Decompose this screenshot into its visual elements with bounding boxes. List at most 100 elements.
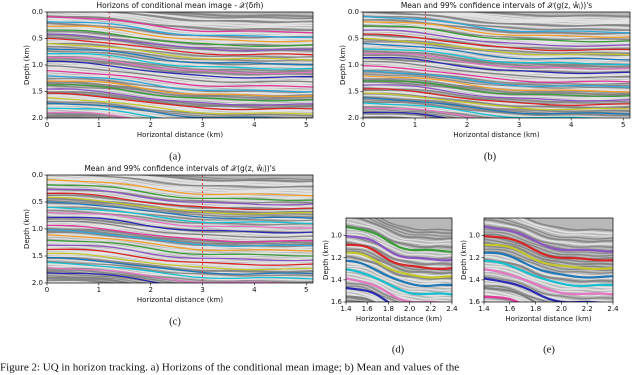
horizon xyxy=(47,111,133,118)
y-axis-label: Depth (km) xyxy=(322,240,330,280)
y-tick-label: 0.0 xyxy=(348,8,359,16)
reflector xyxy=(101,175,313,187)
reflector xyxy=(47,38,313,55)
reflector xyxy=(484,218,613,243)
horizon xyxy=(47,261,313,280)
reflector xyxy=(47,176,313,193)
x-tick-label: 2.0 xyxy=(556,305,567,313)
seismic-image xyxy=(47,12,313,118)
reflector xyxy=(484,250,613,274)
panel-label: (e) xyxy=(543,344,555,355)
x-tick-label: 1.8 xyxy=(530,305,541,313)
x-axis-label: Horizontal distance (km) xyxy=(356,315,442,323)
y-tick-label: 0.5 xyxy=(32,35,43,43)
reflector xyxy=(47,272,163,283)
reflector xyxy=(456,12,630,20)
reflector xyxy=(47,209,313,226)
reflector xyxy=(346,221,452,246)
panel-label: (b) xyxy=(484,151,497,162)
x-tick-label: 0 xyxy=(45,121,49,129)
y-tick-label: 1.5 xyxy=(348,88,359,96)
reflector xyxy=(47,175,313,190)
reflector xyxy=(524,218,613,232)
reflector xyxy=(484,221,613,246)
y-tick-label: 1.0 xyxy=(348,61,359,69)
horizon xyxy=(47,267,299,283)
y-tick-label: 2.0 xyxy=(348,114,359,122)
x-tick-label: 4 xyxy=(252,121,257,129)
reflector xyxy=(47,114,115,118)
reflector xyxy=(517,218,613,235)
horizon xyxy=(484,251,613,279)
reflector xyxy=(47,230,313,246)
reflector xyxy=(346,289,387,302)
horizon xyxy=(47,37,313,56)
y-axis-label: Depth (km) xyxy=(339,45,347,85)
horizon xyxy=(363,69,630,88)
reflector xyxy=(363,12,630,28)
reflector xyxy=(47,13,313,29)
x-tick-label: 1.4 xyxy=(478,305,490,313)
y-tick-label: 0.0 xyxy=(32,8,43,16)
reflector xyxy=(122,12,313,22)
reflector xyxy=(363,73,630,89)
horizon xyxy=(47,192,313,211)
horizon xyxy=(363,107,480,118)
reflector xyxy=(47,32,313,49)
horizon xyxy=(363,29,630,47)
x-tick-label: 1.8 xyxy=(383,305,394,313)
reflector xyxy=(346,320,452,341)
y-tick-label: 1.2 xyxy=(331,254,342,262)
reflector xyxy=(120,175,313,185)
reflector xyxy=(436,12,630,22)
reflector xyxy=(363,69,630,86)
horizon xyxy=(484,243,613,270)
horizon xyxy=(363,56,630,75)
reflector xyxy=(363,101,630,117)
x-axis-label: Horizontal distance (km) xyxy=(453,131,539,139)
reflector xyxy=(379,218,452,232)
reflector xyxy=(47,206,313,222)
y-tick-label: 2.0 xyxy=(32,114,43,122)
horizon xyxy=(47,107,163,118)
seismic-image xyxy=(47,175,313,283)
reflector xyxy=(363,20,630,37)
reflector xyxy=(484,233,613,257)
horizon xyxy=(363,21,630,38)
horizon xyxy=(484,225,613,253)
x-tick-label: 0 xyxy=(361,121,365,129)
reflector xyxy=(47,231,313,248)
x-tick-label: 2.4 xyxy=(446,305,458,313)
horizon xyxy=(47,196,313,215)
reflector xyxy=(135,175,313,183)
y-tick-label: 1.0 xyxy=(469,232,480,240)
caption: Figure 2: UQ in horizon tracking. a) Hor… xyxy=(0,362,459,374)
x-tick-label: 5 xyxy=(304,286,308,294)
x-tick-label: 3 xyxy=(200,286,204,294)
reflector xyxy=(363,22,630,39)
reflector xyxy=(363,13,630,29)
reflector xyxy=(484,245,613,269)
reflector xyxy=(47,116,98,118)
reflector xyxy=(484,268,613,292)
y-tick-label: 1.0 xyxy=(331,232,342,240)
x-tick-label: 2 xyxy=(148,286,152,294)
horizon xyxy=(47,80,313,98)
y-tick-label: 1.6 xyxy=(469,298,481,306)
x-tick-label: 1.6 xyxy=(362,305,374,313)
horizon xyxy=(47,211,313,229)
reflector xyxy=(346,268,452,291)
horizon xyxy=(346,225,452,253)
x-tick-label: 0 xyxy=(45,286,49,294)
reflector xyxy=(150,12,313,18)
horizon xyxy=(363,80,630,98)
reflector xyxy=(47,73,313,89)
reflector xyxy=(484,255,613,280)
x-tick-label: 1.4 xyxy=(340,305,352,313)
y-tick-label: 1.0 xyxy=(32,61,43,69)
reflector xyxy=(47,47,313,64)
reflector xyxy=(47,12,313,27)
panel-title: Horizons of conditional mean image - 𝒳(δ… xyxy=(96,1,263,10)
x-tick-label: 2.0 xyxy=(404,305,415,313)
horizon xyxy=(363,52,630,70)
